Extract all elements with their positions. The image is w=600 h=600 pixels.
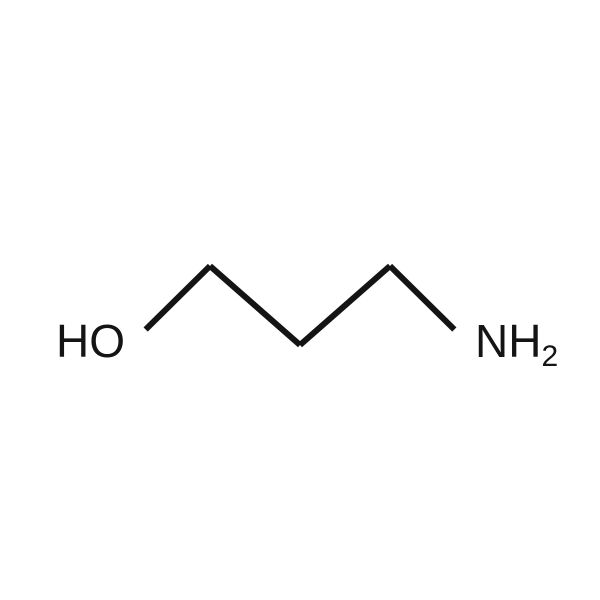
hydroxyl-label: HO [56,315,125,367]
bonds-group [146,266,455,345]
bond-2 [300,266,390,345]
bond-3 [390,266,454,330]
bond-0 [146,266,210,330]
molecule-diagram: HO NH2 [0,0,600,600]
amine-label: NH2 [475,315,558,373]
bond-1 [210,266,300,345]
